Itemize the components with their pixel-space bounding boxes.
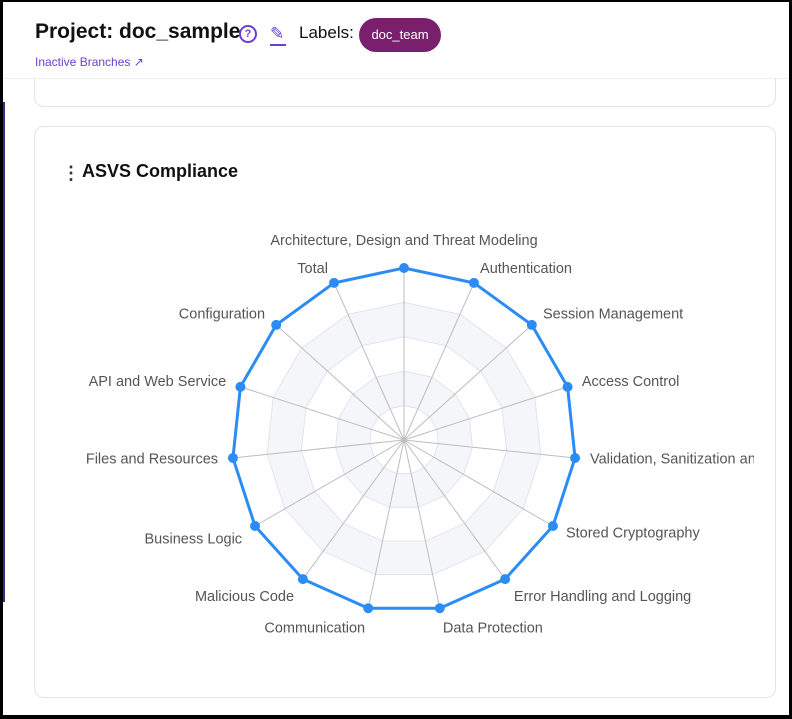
data-point [526, 319, 537, 330]
radar-axis [403, 324, 533, 441]
radar-axis [367, 439, 405, 609]
data-point [570, 452, 581, 463]
page-title: Project: doc_sample [35, 20, 241, 43]
card-title: ASVS Compliance [82, 161, 239, 181]
radar-axis [403, 386, 568, 441]
indicator-label: Architecture, Design and Threat Modeling [270, 233, 537, 249]
radar-axis [333, 282, 405, 441]
indicator-label: Error Handling and Logging [514, 589, 691, 605]
radar-axis [403, 439, 441, 609]
label-badge[interactable]: doc_team [359, 18, 441, 52]
data-point [468, 277, 479, 288]
labels-label: Labels: [299, 23, 354, 42]
indicator-label: API and Web Service [89, 374, 227, 390]
data-point [363, 603, 374, 614]
indicator-label: Total [297, 261, 328, 277]
data-point [297, 574, 308, 585]
radar-axis [232, 439, 405, 459]
radar-axis [275, 324, 405, 441]
data-point [329, 277, 340, 288]
radar-axis [403, 439, 576, 459]
radar-axis [240, 386, 405, 441]
indicator-label: Access Control [582, 374, 680, 390]
app-window: Project: doc_sample ? ✎ Labels: doc_team… [3, 2, 789, 715]
radar-axis [403, 439, 554, 527]
indicator-label: Configuration [179, 307, 265, 323]
radar-axis [302, 439, 405, 580]
project-header: Project: doc_sample ? ✎ Labels: doc_team… [3, 2, 789, 79]
edit-icon[interactable]: ✎ [270, 24, 287, 46]
data-point [227, 452, 238, 463]
indicator-label: Session Management [543, 307, 683, 323]
indicator-label: Files and Resources [86, 451, 218, 467]
data-point [562, 381, 573, 392]
radar-axis [403, 282, 475, 441]
indicator-label: Communication [264, 621, 365, 637]
help-icon[interactable]: ? [239, 25, 257, 43]
radar-chart: Architecture, Design and Threat Modeling… [86, 233, 789, 637]
indicator-label: Malicious Code [195, 589, 294, 605]
data-point [250, 521, 261, 531]
radar-axis [403, 439, 506, 580]
data-point [500, 574, 511, 585]
data-point [399, 263, 409, 273]
indicator-label: Business Logic [145, 531, 243, 547]
data-point [235, 381, 246, 392]
data-point [547, 521, 558, 531]
series-line [231, 266, 577, 610]
data-point [434, 603, 445, 614]
radar-axis [254, 439, 405, 527]
indicator-label: Validation, Sanitization and Encoding [590, 451, 789, 467]
indicator-label: Data Protection [443, 621, 543, 637]
indicator-label: Stored Cryptography [566, 525, 701, 541]
indicator-label: Authentication [480, 261, 572, 277]
menu-icon[interactable]: ⋮ [62, 163, 80, 183]
data-point [271, 319, 282, 330]
left-edge [3, 102, 5, 602]
inactive-branches-link[interactable]: Inactive Branches ↗ [35, 55, 144, 69]
